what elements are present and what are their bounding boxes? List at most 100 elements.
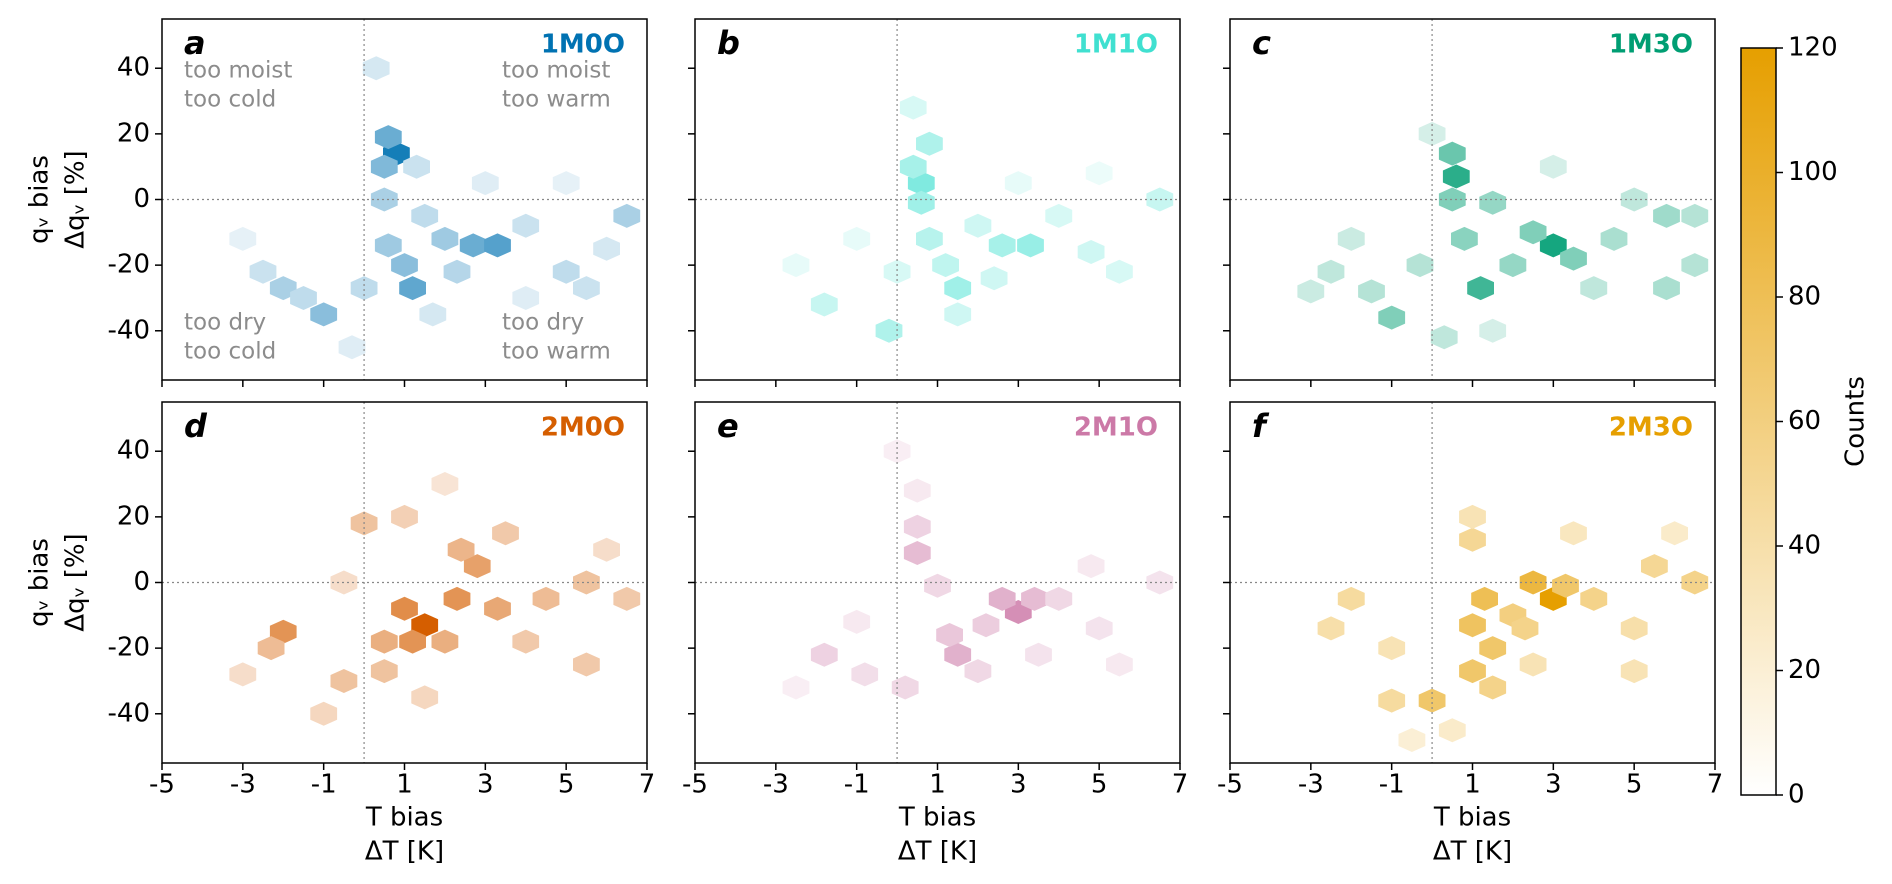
hex-bin bbox=[269, 619, 297, 644]
colorbar-tick-label: 60 bbox=[1788, 406, 1821, 436]
hex-bin bbox=[362, 56, 390, 81]
hex-bin bbox=[1519, 570, 1547, 595]
hex-bin bbox=[916, 131, 943, 156]
y-axis-label: Δqᵥ [%] bbox=[61, 533, 91, 631]
x-axis-label: T bias bbox=[898, 803, 976, 833]
colorbar-tick-label: 20 bbox=[1788, 655, 1821, 685]
hex-bin bbox=[1653, 276, 1680, 301]
hex-bin bbox=[903, 541, 931, 565]
x-tick-label: 1 bbox=[396, 770, 413, 800]
y-tick-label: -40 bbox=[108, 315, 150, 345]
x-tick-label: -1 bbox=[311, 770, 337, 800]
hex-bin bbox=[907, 190, 935, 215]
hex-bin bbox=[532, 586, 560, 611]
y-tick-label: 40 bbox=[117, 53, 150, 83]
hex-bin bbox=[1085, 616, 1113, 641]
x-tick-label: 5 bbox=[558, 770, 575, 800]
hex-bin bbox=[471, 171, 499, 196]
x-tick-label: 7 bbox=[639, 770, 656, 800]
colorbar-tick-label: 80 bbox=[1788, 282, 1821, 312]
hex-bin bbox=[431, 226, 459, 251]
hex-bin bbox=[1378, 688, 1406, 713]
colorbar-label: Counts bbox=[1841, 376, 1871, 467]
hex-bin bbox=[1398, 728, 1426, 752]
hex-bin bbox=[988, 233, 1016, 258]
hex-bin bbox=[1620, 187, 1648, 212]
hex-layer bbox=[229, 56, 641, 360]
x-tick-label: 7 bbox=[1172, 770, 1189, 800]
hex-bin bbox=[1653, 203, 1680, 228]
hex-bin bbox=[1317, 616, 1345, 641]
hex-bin bbox=[1681, 253, 1709, 278]
hex-bin bbox=[1459, 504, 1486, 529]
hex-bin bbox=[229, 662, 257, 687]
y-tick-label: -40 bbox=[108, 698, 150, 728]
panel-letter: a bbox=[184, 24, 206, 62]
hex-bin bbox=[249, 259, 277, 284]
x-axis-label: T bias bbox=[365, 803, 443, 833]
hex-bin bbox=[1459, 527, 1486, 552]
hex-bin bbox=[1499, 253, 1527, 278]
annotation: too cold bbox=[184, 339, 276, 365]
y-tick-label: 20 bbox=[117, 118, 150, 148]
hex-bin bbox=[459, 233, 487, 258]
x-tick-label: -5 bbox=[149, 770, 175, 800]
hex-bin bbox=[350, 276, 378, 301]
panel-letter: c bbox=[1252, 24, 1271, 62]
y-tick-label: 0 bbox=[133, 567, 150, 597]
hex-bin bbox=[964, 213, 992, 238]
y-tick-label: -20 bbox=[108, 250, 150, 280]
hex-bin bbox=[916, 226, 943, 251]
x-tick-label: 7 bbox=[1707, 770, 1724, 800]
x-tick-label: 1 bbox=[1464, 770, 1481, 800]
hex-bin bbox=[1146, 187, 1174, 212]
hex-bin bbox=[899, 154, 927, 179]
hex-bin bbox=[290, 286, 317, 310]
panel-title: 2M3O bbox=[1609, 413, 1693, 443]
hex-bin bbox=[411, 613, 439, 638]
hex-bin bbox=[1641, 554, 1668, 579]
hex-bin bbox=[944, 302, 972, 327]
hex-bin bbox=[593, 236, 620, 261]
hex-bin bbox=[1106, 259, 1133, 284]
hex-bin bbox=[1539, 154, 1567, 179]
hex-bin bbox=[810, 642, 838, 667]
hex-bin bbox=[1467, 276, 1494, 301]
hex-layer bbox=[782, 439, 1174, 700]
hex-bin bbox=[443, 586, 471, 611]
x-tick-label: -5 bbox=[682, 770, 708, 800]
hex-bin bbox=[411, 203, 439, 228]
hex-bin bbox=[431, 472, 459, 496]
x-tick-label: 3 bbox=[1545, 770, 1562, 800]
hex-bin bbox=[1378, 305, 1406, 330]
x-tick-label: 1 bbox=[929, 770, 946, 800]
hex-bin bbox=[1681, 203, 1709, 228]
x-tick-label: 3 bbox=[1010, 770, 1027, 800]
hex-bin bbox=[573, 652, 600, 677]
hex-bin bbox=[1430, 325, 1458, 350]
hex-bin bbox=[843, 226, 871, 251]
hex-bin bbox=[1471, 586, 1498, 611]
hex-bin bbox=[443, 259, 471, 284]
hex-bin bbox=[1077, 554, 1105, 579]
annotation: too dry bbox=[184, 310, 266, 336]
hex-bin bbox=[1442, 164, 1470, 189]
hex-bin bbox=[512, 629, 540, 654]
hex-bin bbox=[310, 302, 338, 327]
panel-letter: f bbox=[1252, 407, 1270, 445]
panel-title: 2M0O bbox=[541, 413, 625, 443]
hex-bin bbox=[492, 521, 519, 546]
hex-bin bbox=[782, 253, 810, 278]
hex-bin bbox=[391, 253, 418, 278]
colorbar-tick-label: 120 bbox=[1788, 33, 1838, 63]
hex-bin bbox=[330, 669, 358, 693]
hex-bin bbox=[988, 586, 1016, 611]
x-tick-label: 5 bbox=[1626, 770, 1643, 800]
panel-letter: b bbox=[717, 24, 740, 62]
panel-title: 1M1O bbox=[1074, 30, 1158, 60]
hex-bin bbox=[1459, 613, 1486, 638]
hex-bin bbox=[1106, 652, 1133, 677]
panel-title: 1M0O bbox=[541, 30, 625, 60]
hex-bin bbox=[370, 187, 398, 212]
x-axis-label: ΔT [K] bbox=[365, 837, 444, 867]
